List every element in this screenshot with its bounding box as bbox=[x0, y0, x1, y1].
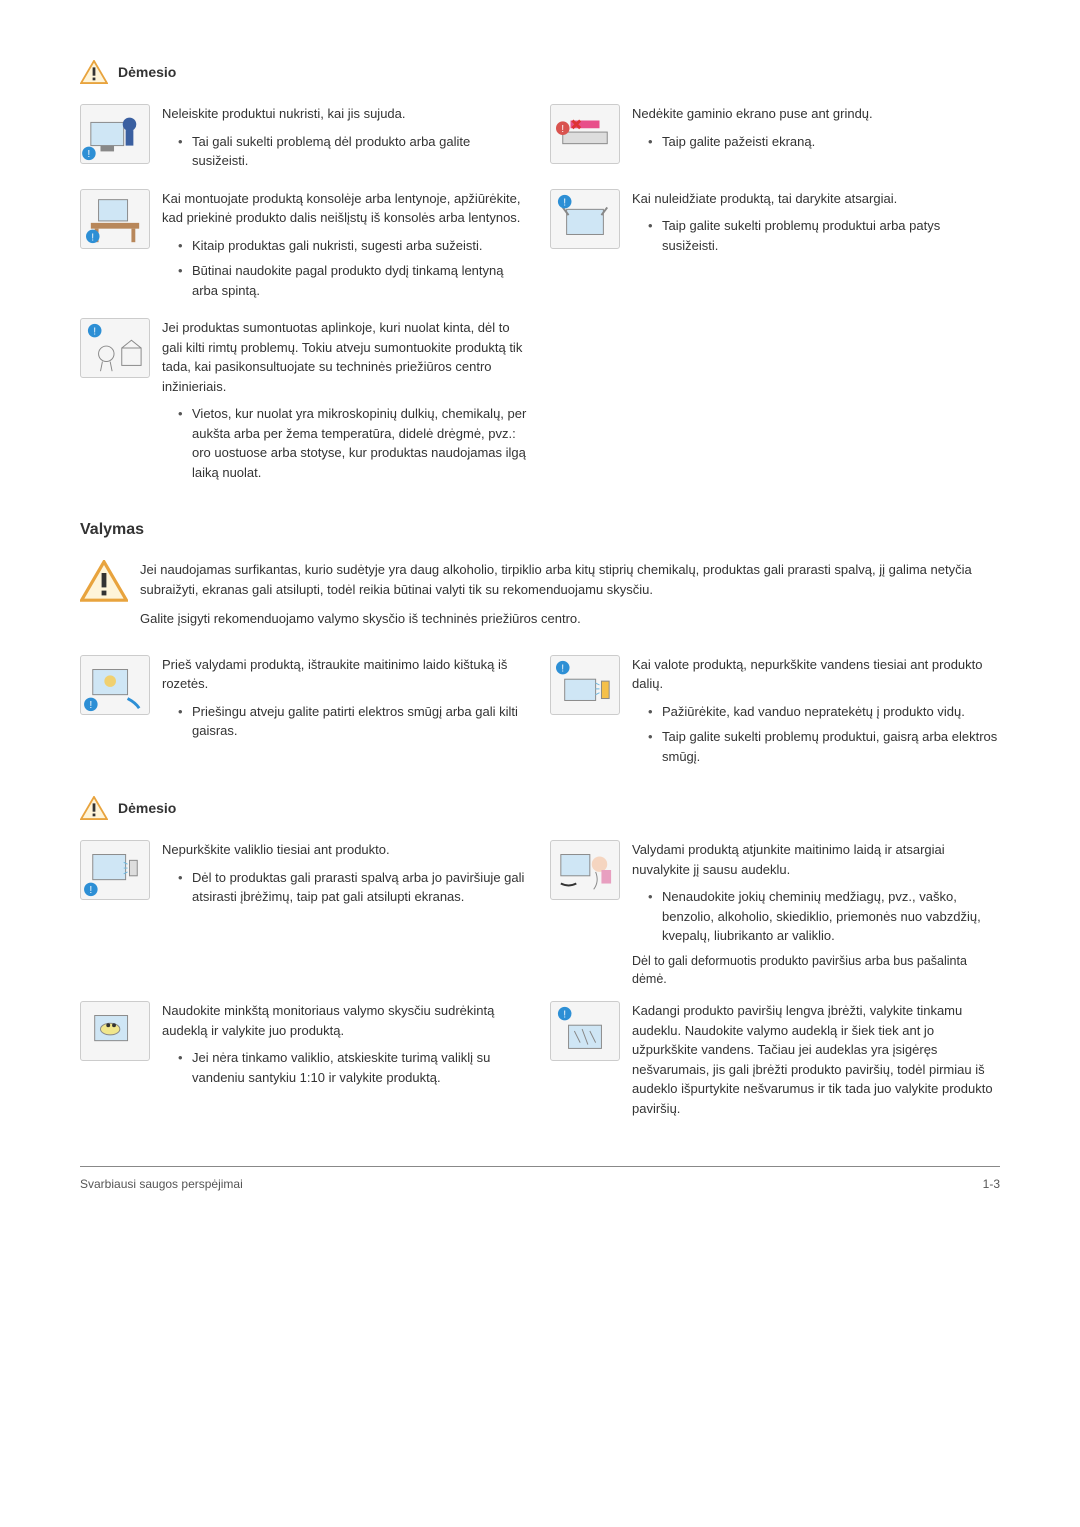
illustration-shelf-mount-icon: ! bbox=[80, 189, 150, 249]
intro-d1-l2: Kai montuojate produktą konsolėje arba l… bbox=[162, 189, 530, 228]
bullet-val-r-0: Pažiūrėkite, kad vanduo nepratekėtų į pr… bbox=[648, 702, 1000, 722]
bullet-d2-l1-0: Dėl to produktas gali prarasti spalvą ar… bbox=[178, 868, 530, 907]
demesio1-row1: ! Neleiskite produktui nukristi, kai jis… bbox=[80, 104, 1000, 177]
warning-header-1: Dėmesio bbox=[80, 60, 1000, 84]
extra-d2-r1: Dėl to gali deformuotis produkto pavirši… bbox=[632, 952, 1000, 990]
bullet-d2-r1-0: Nenaudokite jokių cheminių medžiagų, pvz… bbox=[648, 887, 1000, 946]
warning-triangle-icon-2 bbox=[80, 796, 108, 820]
footer-left: Svarbiausi saugos perspėjimai bbox=[80, 1175, 243, 1193]
svg-text:!: ! bbox=[89, 885, 92, 896]
illustration-dry-cloth-icon bbox=[550, 840, 620, 900]
intro-d2-l2: Naudokite minkštą monitoriaus valymo sky… bbox=[162, 1001, 530, 1040]
bullet-val-r-1: Taip galite sukelti problemų produktui, … bbox=[648, 727, 1000, 766]
bullet-d1-l1-0: Tai gali sukelti problemą dėl produkto a… bbox=[178, 132, 530, 171]
valymas-warn-para: Jei naudojamas surfikantas, kurio sudėty… bbox=[140, 560, 1000, 599]
intro-d1-r2: Kai nuleidžiate produktą, tai darykite a… bbox=[632, 189, 1000, 209]
illustration-environment-icon: ! bbox=[80, 318, 150, 378]
intro-d1-r1: Nedėkite gaminio ekrano puse ant grindų. bbox=[632, 104, 1000, 124]
illustration-scratch-surface-icon: ! bbox=[550, 1001, 620, 1061]
intro-val-l: Prieš valydami produktą, ištraukite mait… bbox=[162, 655, 530, 694]
svg-text:!: ! bbox=[561, 663, 564, 674]
demesio2-row2: Naudokite minkštą monitoriaus valymo sky… bbox=[80, 1001, 1000, 1126]
svg-text:!: ! bbox=[561, 124, 564, 135]
illustration-lower-carefully-icon: ! bbox=[550, 189, 620, 249]
warning-label-1: Dėmesio bbox=[118, 62, 176, 83]
bullet-d1-l3-0: Vietos, kur nuolat yra mikroskopinių dul… bbox=[178, 404, 530, 482]
valymas-sub-para: Galite įsigyti rekomenduojamo valymo sky… bbox=[140, 609, 1000, 629]
bullet-d1-r1-0: Taip galite pažeisti ekraną. bbox=[648, 132, 1000, 152]
illustration-spray-direct-icon: ! bbox=[80, 840, 150, 900]
section-heading-valymas: Valymas bbox=[80, 518, 1000, 542]
svg-text:!: ! bbox=[88, 149, 91, 160]
svg-text:!: ! bbox=[563, 197, 566, 208]
warning-header-2: Dėmesio bbox=[80, 796, 1000, 820]
demesio1-row3: ! Jei produktas sumontuotas aplinkoje, k… bbox=[80, 318, 1000, 488]
illustration-screen-down-icon: ! bbox=[550, 104, 620, 164]
illustration-falling-product-icon: ! bbox=[80, 104, 150, 164]
illustration-unplug-clean-icon: ! bbox=[80, 655, 150, 715]
svg-text:!: ! bbox=[93, 326, 96, 337]
valymas-warning-row: Jei naudojamas surfikantas, kurio sudėty… bbox=[80, 560, 1000, 639]
svg-text:!: ! bbox=[91, 232, 94, 243]
bullet-d1-l2-1: Būtinai naudokite pagal produkto dydį ti… bbox=[178, 261, 530, 300]
demesio2-row1: ! Nepurkškite valiklio tiesiai ant produ… bbox=[80, 840, 1000, 989]
page-footer: Svarbiausi saugos perspėjimai 1-3 bbox=[80, 1166, 1000, 1193]
bullet-val-l-0: Priešingu atveju galite patirti elektros… bbox=[178, 702, 530, 741]
warning-label-2: Dėmesio bbox=[118, 798, 176, 819]
footer-right: 1-3 bbox=[983, 1175, 1000, 1193]
intro-d2-r1: Valydami produktą atjunkite maitinimo la… bbox=[632, 840, 1000, 879]
intro-d2-r2: Kadangi produkto paviršių lengva įbrėžti… bbox=[632, 1001, 1000, 1118]
valymas-row: ! Prieš valydami produktą, ištraukite ma… bbox=[80, 655, 1000, 773]
illustration-soft-cloth-icon bbox=[80, 1001, 150, 1061]
bullet-d1-l2-0: Kitaip produktas gali nukristi, sugesti … bbox=[178, 236, 530, 256]
illustration-no-spray-icon: ! bbox=[550, 655, 620, 715]
demesio1-row2: ! Kai montuojate produktą konsolėje arba… bbox=[80, 189, 1000, 307]
svg-text:!: ! bbox=[89, 700, 92, 711]
intro-val-r: Kai valote produktą, nepurkškite vandens… bbox=[632, 655, 1000, 694]
bullet-d2-l2-0: Jei nėra tinkamo valiklio, atskieskite t… bbox=[178, 1048, 530, 1087]
intro-d1-l1: Neleiskite produktui nukristi, kai jis s… bbox=[162, 104, 530, 124]
warning-triangle-large-icon bbox=[80, 560, 128, 602]
warning-triangle-icon bbox=[80, 60, 108, 84]
intro-d1-l3: Jei produktas sumontuotas aplinkoje, kur… bbox=[162, 318, 530, 396]
bullet-d1-r2-0: Taip galite sukelti problemų produktui a… bbox=[648, 216, 1000, 255]
intro-d2-l1: Nepurkškite valiklio tiesiai ant produkt… bbox=[162, 840, 530, 860]
svg-text:!: ! bbox=[563, 1009, 566, 1020]
